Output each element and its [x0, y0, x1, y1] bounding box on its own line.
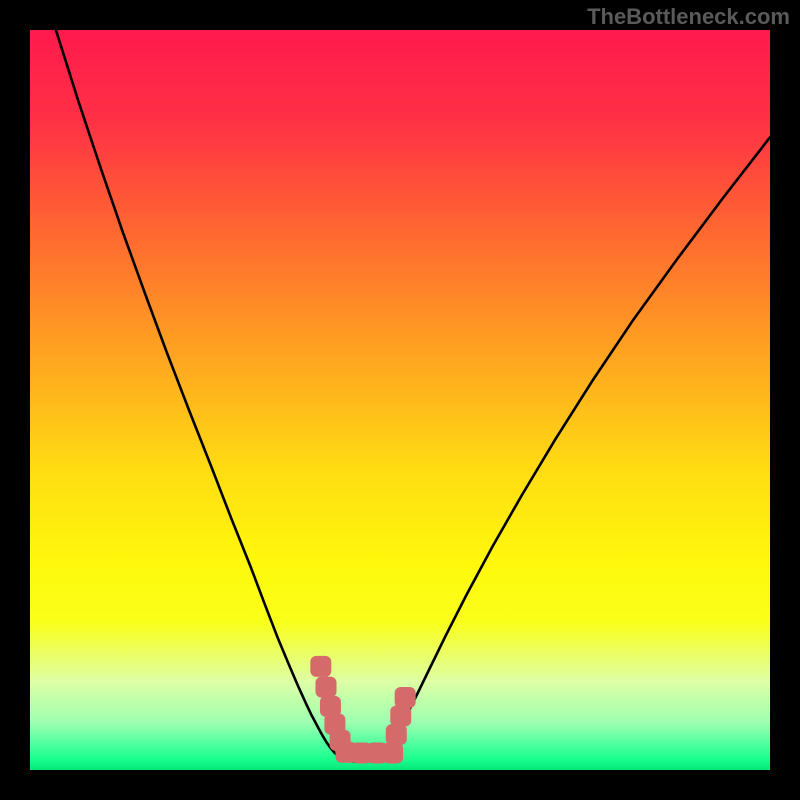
- marker-dot: [316, 677, 337, 698]
- marker-dot: [386, 724, 407, 745]
- marker-dot: [395, 687, 416, 708]
- gradient-bg: [30, 30, 770, 770]
- marker-dot: [382, 742, 403, 763]
- marker-dot: [390, 705, 411, 726]
- plot-area: [30, 30, 770, 770]
- marker-dot: [310, 656, 331, 677]
- watermark-text: TheBottleneck.com: [587, 4, 790, 30]
- chart-container: TheBottleneck.com: [0, 0, 800, 800]
- chart-svg: [30, 30, 770, 770]
